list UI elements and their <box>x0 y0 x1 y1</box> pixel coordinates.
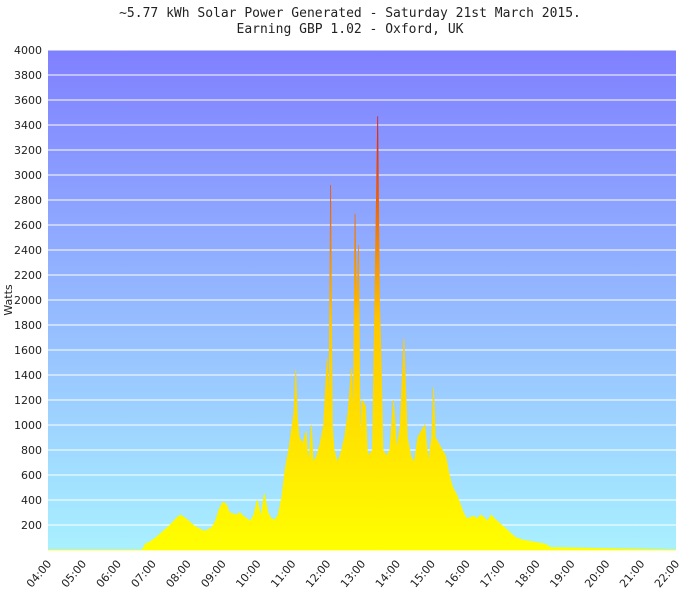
y-tick-label: 3800 <box>14 69 42 82</box>
x-axis-ticks: 04:00 05:00 06:00 07:00 08:00 09:00 10:00 11:00… <box>24 558 682 591</box>
x-tick-label: 16:00 <box>443 558 473 591</box>
x-tick-label: 14:00 <box>373 558 403 591</box>
y-axis-label: Watts <box>2 284 15 316</box>
y-tick-label: 200 <box>21 519 42 532</box>
x-tick-label: 09:00 <box>198 558 228 591</box>
x-tick-label: 10:00 <box>233 558 263 591</box>
x-tick-label: 07:00 <box>129 558 159 591</box>
x-tick-label: 12:00 <box>303 558 333 591</box>
y-tick-label: 4000 <box>14 44 42 57</box>
y-tick-label: 3600 <box>14 94 42 107</box>
y-tick-label: 1600 <box>14 344 42 357</box>
x-tick-label: 05:00 <box>59 558 89 591</box>
y-tick-label: 800 <box>21 444 42 457</box>
chart-title: ~5.77 kWh Solar Power Generated - Saturd… <box>119 6 581 21</box>
y-axis-ticks: 200 400 600 800 1000 1200 1400 1600 1800 2000 2200… <box>14 44 42 532</box>
y-tick-label: 3200 <box>14 144 42 157</box>
x-tick-label: 22:00 <box>652 558 682 591</box>
x-tick-label: 11:00 <box>268 558 298 591</box>
x-tick-label: 21:00 <box>617 558 647 591</box>
y-tick-label: 1000 <box>14 419 42 432</box>
grid-lines <box>48 49 676 526</box>
y-tick-label: 2000 <box>14 294 42 307</box>
y-tick-label: 2800 <box>14 194 42 207</box>
x-tick-label: 04:00 <box>24 558 54 591</box>
y-tick-label: 1800 <box>14 319 42 332</box>
x-tick-label: 13:00 <box>338 558 368 591</box>
y-tick-label: 1400 <box>14 369 42 382</box>
x-tick-label: 17:00 <box>478 558 508 591</box>
y-tick-label: 600 <box>21 469 42 482</box>
x-tick-label: 19:00 <box>547 558 577 591</box>
y-tick-label: 2600 <box>14 219 42 232</box>
y-tick-label: 3000 <box>14 169 42 182</box>
power-area <box>48 116 677 551</box>
x-tick-label: 15:00 <box>408 558 438 591</box>
y-tick-label: 1200 <box>14 394 42 407</box>
y-tick-label: 400 <box>21 494 42 507</box>
chart-subtitle: Earning GBP 1.02 - Oxford, UK <box>236 22 464 37</box>
y-tick-label: 3400 <box>14 119 42 132</box>
y-tick-label: 2400 <box>14 244 42 257</box>
x-tick-label: 18:00 <box>512 558 542 591</box>
y-tick-label: 2200 <box>14 269 42 282</box>
x-tick-label: 08:00 <box>164 558 194 591</box>
x-tick-label: 20:00 <box>582 558 612 591</box>
x-tick-label: 06:00 <box>94 558 124 591</box>
